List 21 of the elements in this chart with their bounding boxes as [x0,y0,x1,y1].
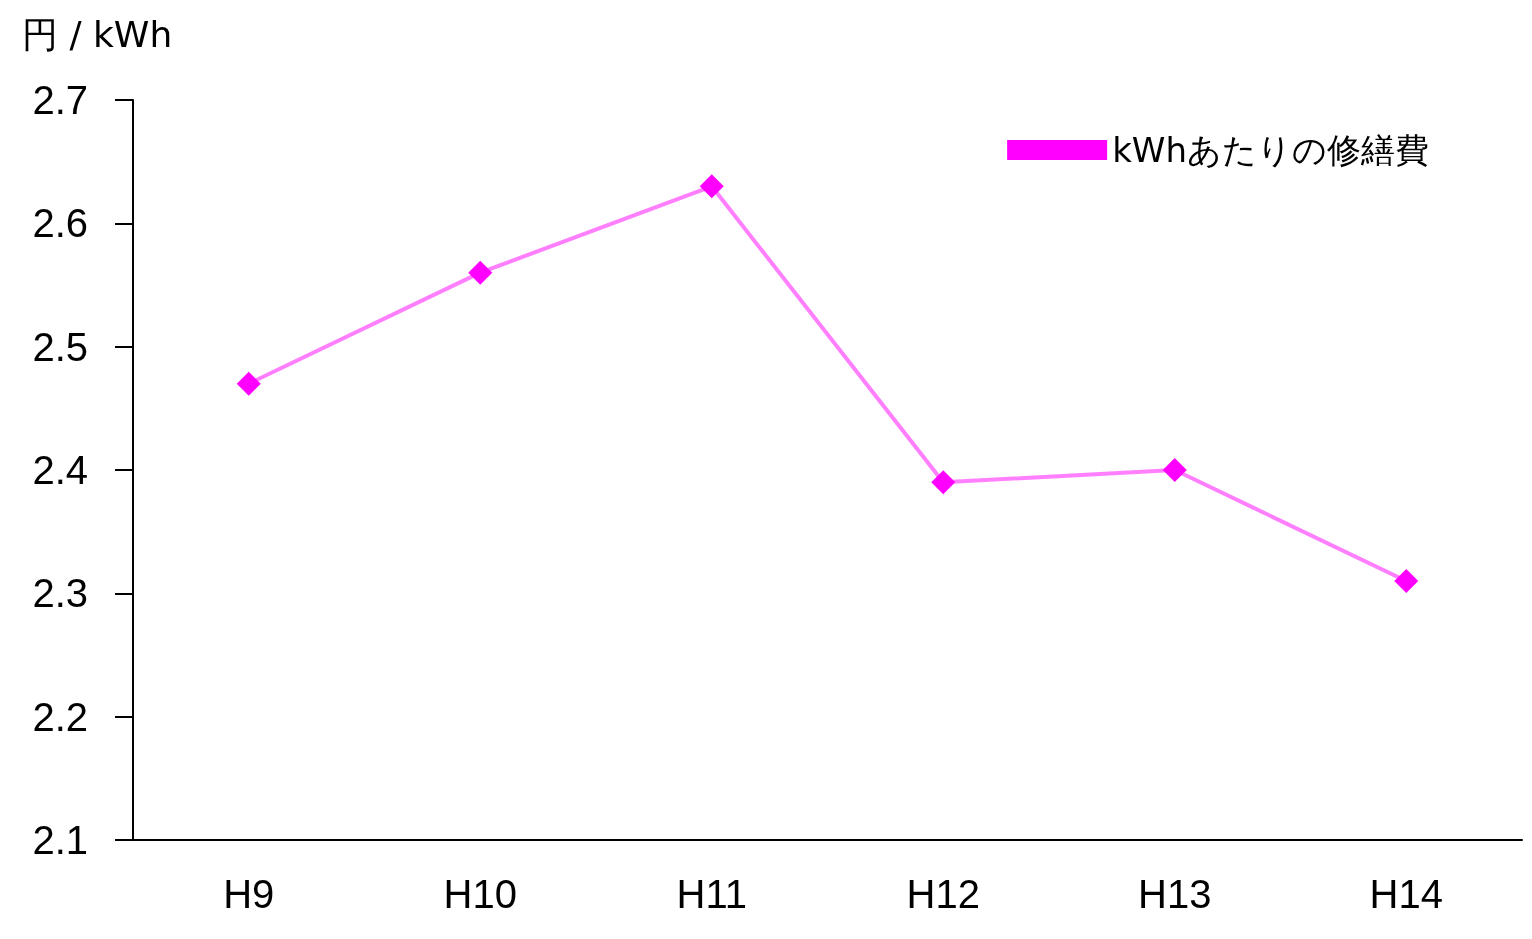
y-tick-label: 2.3 [32,571,88,616]
point [699,174,724,199]
y-tick-label: 2.2 [32,694,88,739]
point [468,260,493,285]
point [236,371,261,396]
x-tick-label: H9 [223,872,275,916]
x-tick-label: H12 [906,872,980,916]
point [1162,458,1187,482]
point [1394,569,1419,593]
y-tick-label: 2.4 [32,448,88,492]
y-tick-label: 2.6 [32,201,88,246]
y-tick-label: 2.1 [32,818,88,862]
legend-label: kWhあたりの修繕費 [1112,130,1429,170]
point [931,470,956,495]
y-axis-title: 円 / kWh [22,13,173,55]
y-tick-label: 2.7 [32,78,88,122]
y-tick-label: 2.5 [32,324,88,369]
x-tick-label: H13 [1138,872,1212,916]
x-tick-label: H14 [1369,872,1443,916]
x-tick-label: H11 [676,872,747,916]
x-tick-label: H10 [443,872,517,916]
